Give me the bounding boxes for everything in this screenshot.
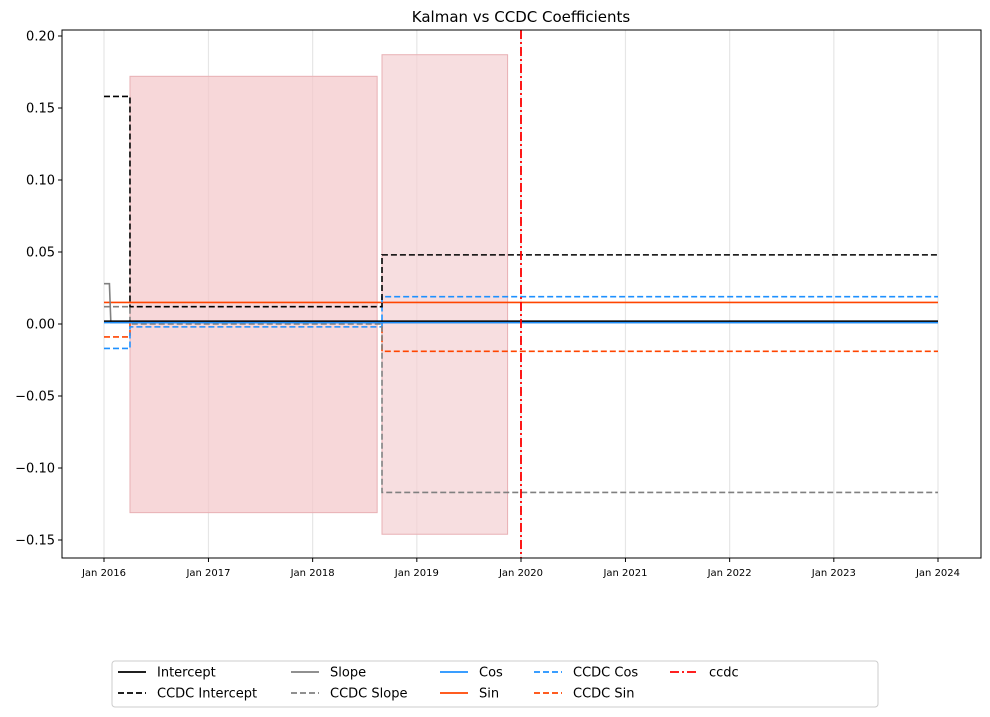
y-tick-label: −0.05 <box>15 390 55 405</box>
x-axis: Jan 2016 Jan 2017 Jan 2018 Jan 2019 Jan 2020… <box>81 558 960 579</box>
x-tick-label: Jan 2018 <box>290 568 335 579</box>
legend-label: CCDC Intercept <box>157 687 257 702</box>
y-tick-label: 0.05 <box>26 246 55 261</box>
x-tick-label: Jan 2023 <box>811 568 856 579</box>
legend-label: CCDC Sin <box>573 687 634 702</box>
shaded-regions <box>129 54 509 535</box>
x-tick-label: Jan 2020 <box>498 568 543 579</box>
y-tick-label: 0.10 <box>26 174 55 189</box>
x-tick-label: Jan 2021 <box>602 568 647 579</box>
y-axis: 0.20 0.15 0.10 0.05 0.00 −0.05 −0.10 −0.15 <box>15 30 62 549</box>
series-line-ccdc-cos <box>104 295 938 350</box>
legend: Intercept CCDC Intercept Slope CCDC Slope Co… <box>111 660 879 708</box>
chart-title: Kalman vs CCDC Coefficients <box>412 8 631 26</box>
series-line-ccdc-slope <box>104 305 938 494</box>
x-tick-label: Jan 2022 <box>707 568 752 579</box>
y-tick-label: 0.15 <box>26 102 55 117</box>
y-tick-label: 0.00 <box>26 318 55 333</box>
x-tick-label: Jan 2024 <box>915 568 960 579</box>
series-line-ccdc-intercept <box>104 95 938 308</box>
legend-label: CCDC Slope <box>330 687 407 702</box>
legend-label: Intercept <box>157 666 216 681</box>
y-tick-label: −0.15 <box>15 534 55 549</box>
series-lines <box>104 95 938 494</box>
shaded-region <box>129 75 378 514</box>
legend-label: Slope <box>330 666 366 681</box>
legend-label: Cos <box>479 666 503 681</box>
legend-label: Sin <box>479 687 499 702</box>
x-tick-label: Jan 2019 <box>394 568 439 579</box>
y-tick-label: −0.10 <box>15 462 55 477</box>
shaded-region <box>381 54 509 535</box>
y-tick-label: 0.20 <box>26 30 55 45</box>
legend-label: ccdc <box>709 666 739 681</box>
x-tick-label: Jan 2017 <box>185 568 230 579</box>
x-tick-label: Jan 2016 <box>81 568 126 579</box>
legend-label: CCDC Cos <box>573 666 638 681</box>
